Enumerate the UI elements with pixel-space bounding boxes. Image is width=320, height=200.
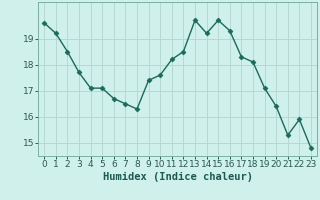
X-axis label: Humidex (Indice chaleur): Humidex (Indice chaleur): [103, 172, 252, 182]
